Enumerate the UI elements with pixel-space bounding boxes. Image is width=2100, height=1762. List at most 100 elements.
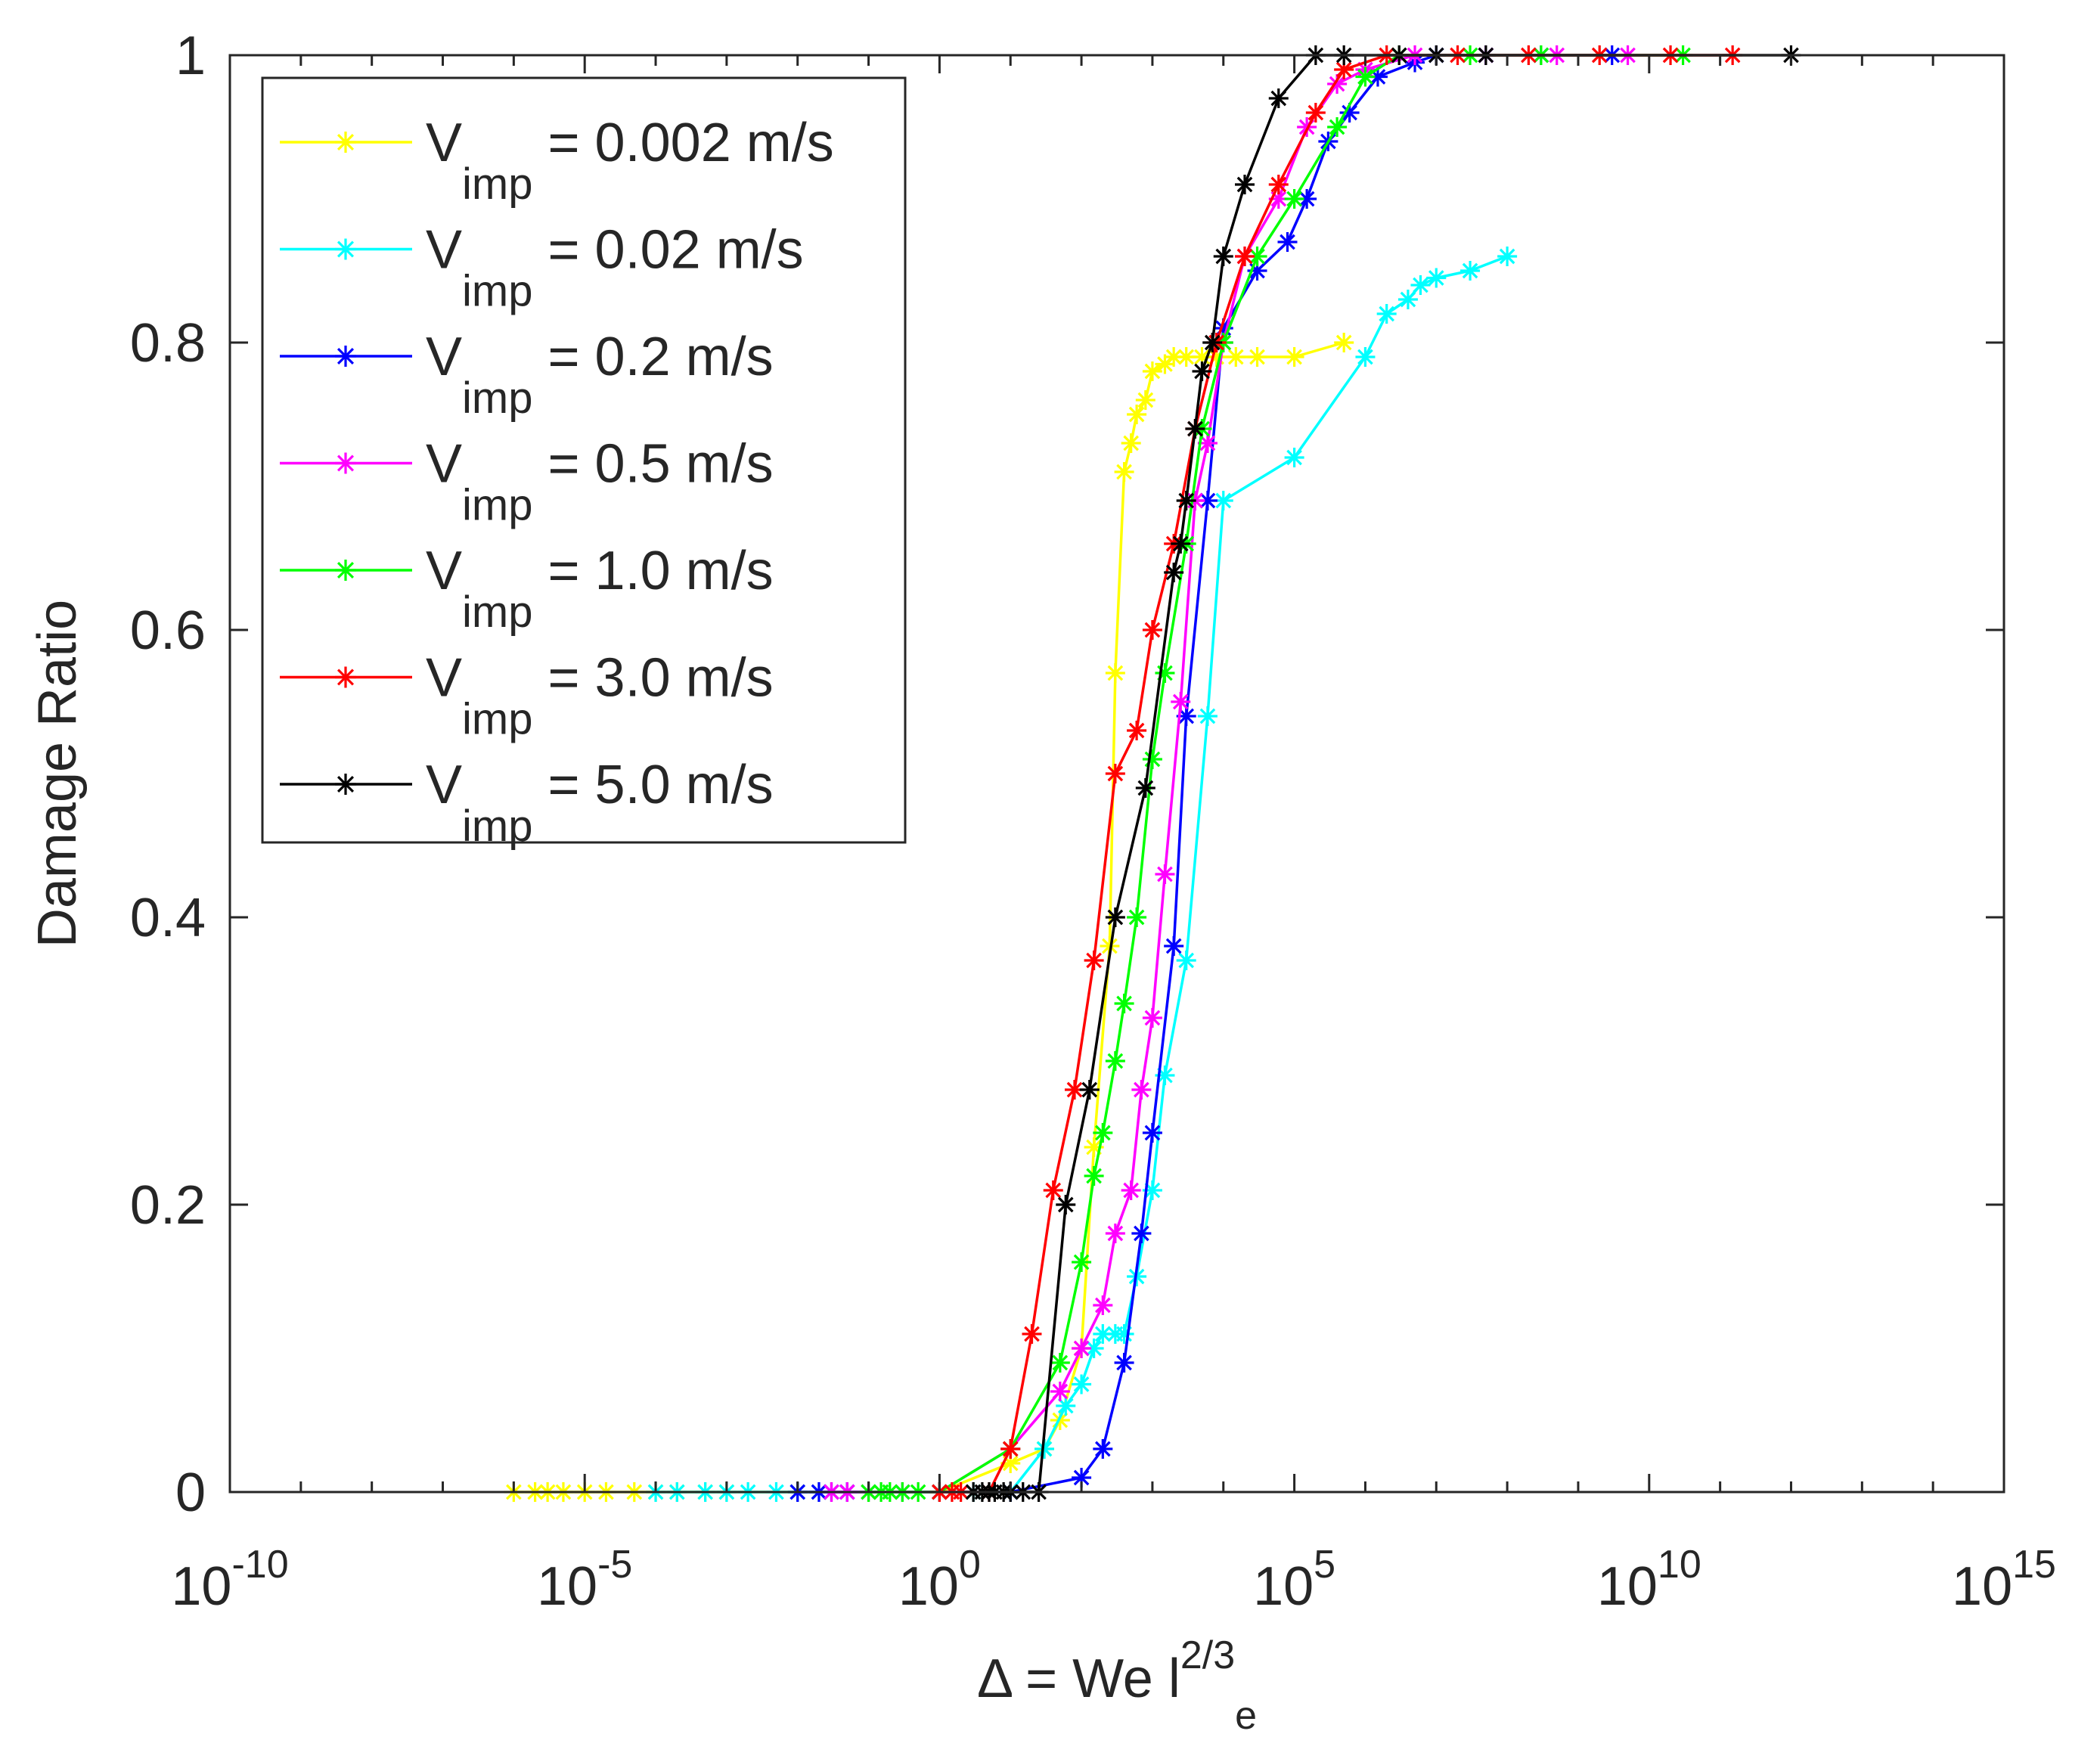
data-point [1072,1339,1092,1358]
data-point [1131,1080,1152,1100]
data-point [1284,448,1304,467]
data-point [1334,333,1354,352]
data-point [1268,88,1289,108]
x-axis-label: Δ = We l2/3e [977,1633,1257,1738]
data-point [1235,247,1255,266]
data-point [1497,247,1518,266]
legend-label: Vimp = 5.0 m/s [426,755,774,851]
data-point [1127,405,1147,424]
data-point [1056,1195,1076,1214]
y-tick-label: 0.4 [130,888,206,948]
data-point [1202,333,1223,352]
data-point [1093,1123,1113,1143]
data-point [1426,268,1447,288]
data-point [1050,1353,1070,1373]
data-point [1247,347,1267,367]
data-point [1164,936,1184,956]
x-tick-label-exponent: 0 [959,1543,981,1587]
x-tick-label: 10-5 [537,1543,632,1617]
legend-marker [335,238,356,260]
data-point [1155,663,1175,683]
legend-label-main: V [426,220,462,281]
legend-label-subscript: imp [462,160,532,209]
data-point [1142,620,1162,640]
legend-label-rest: = 5.0 m/s [533,755,774,815]
legend-marker [335,774,356,795]
x-tick-label-base: 10 [1597,1556,1658,1617]
data-point [1121,433,1141,453]
data-point [1176,491,1196,510]
data-point [1127,721,1147,740]
x-tick-label-base: 10 [898,1556,959,1617]
legend-label: Vimp = 0.2 m/s [426,327,774,423]
data-point [1072,1252,1092,1272]
data-point [1247,247,1267,266]
data-point [1142,1008,1162,1028]
data-point [1105,1051,1125,1071]
data-point [1084,1166,1104,1186]
data-point [1305,103,1326,123]
data-point [1131,1224,1152,1243]
legend-label-subscript: imp [462,267,532,316]
legend-label: Vimp = 0.5 m/s [426,434,774,530]
x-tick-label-base: 10 [537,1556,597,1617]
legend-label-main: V [426,755,462,815]
data-point [1197,706,1218,726]
data-point [1142,1123,1162,1143]
data-point [1105,907,1125,927]
data-point [1142,749,1162,769]
legend-label-rest: = 0.02 m/s [533,220,804,281]
data-point [1235,175,1255,194]
legend-label-main: V [426,327,462,387]
data-point [1114,462,1134,482]
data-point [1376,304,1397,324]
data-point [1397,290,1418,309]
data-point [1460,261,1481,281]
data-point [1093,1439,1113,1459]
data-point [1105,663,1125,683]
data-point [1192,361,1212,381]
data-point [1043,1180,1063,1200]
x-axis-label-main: Δ = We l [977,1649,1180,1709]
data-point [1079,1080,1100,1100]
legend-label: Vimp = 1.0 m/s [426,541,774,637]
data-point [1213,491,1233,510]
data-point [1277,232,1298,252]
legend-entry-5: Vimp = 1.0 m/s [280,541,774,637]
legend-marker [335,346,356,367]
legend-entry-2: Vimp = 0.02 m/s [280,220,804,316]
x-axis-label-superscript: 2/3 [1180,1633,1235,1677]
data-point [1410,275,1431,295]
plot-area-frame [228,54,2005,1494]
legend-label-subscript: imp [462,481,532,530]
legend-label-main: V [426,648,462,709]
x-tick-label: 105 [1253,1543,1335,1617]
data-point [1171,692,1191,712]
data-point [1268,175,1289,194]
legend-entry-4: Vimp = 0.5 m/s [280,434,774,530]
x-tick-label-base: 10 [1253,1556,1314,1617]
legend-entry-6: Vimp = 3.0 m/s [280,648,774,744]
y-tick-label: 1 [175,26,206,86]
legend-label-main: V [426,113,462,173]
data-point [1135,390,1155,410]
x-tick-label-exponent: -5 [597,1543,632,1587]
data-point [1084,951,1104,970]
legend-label-rest: = 1.0 m/s [533,541,774,601]
legend-marker [335,560,356,581]
x-axis-label-subscript: e [1235,1694,1257,1738]
legend-label: Vimp = 0.002 m/s [426,113,834,209]
legend-label: Vimp = 0.02 m/s [426,220,804,316]
legend-label-subscript: imp [462,588,532,637]
legend-label-rest: = 0.5 m/s [533,434,774,495]
data-point [1284,189,1304,209]
data-point [1093,1295,1113,1315]
legend-label-subscript: imp [462,695,532,744]
data-point [1056,1396,1076,1416]
data-point [1226,347,1246,367]
legend-label-rest: = 0.2 m/s [533,327,774,387]
data-point [1164,563,1184,582]
